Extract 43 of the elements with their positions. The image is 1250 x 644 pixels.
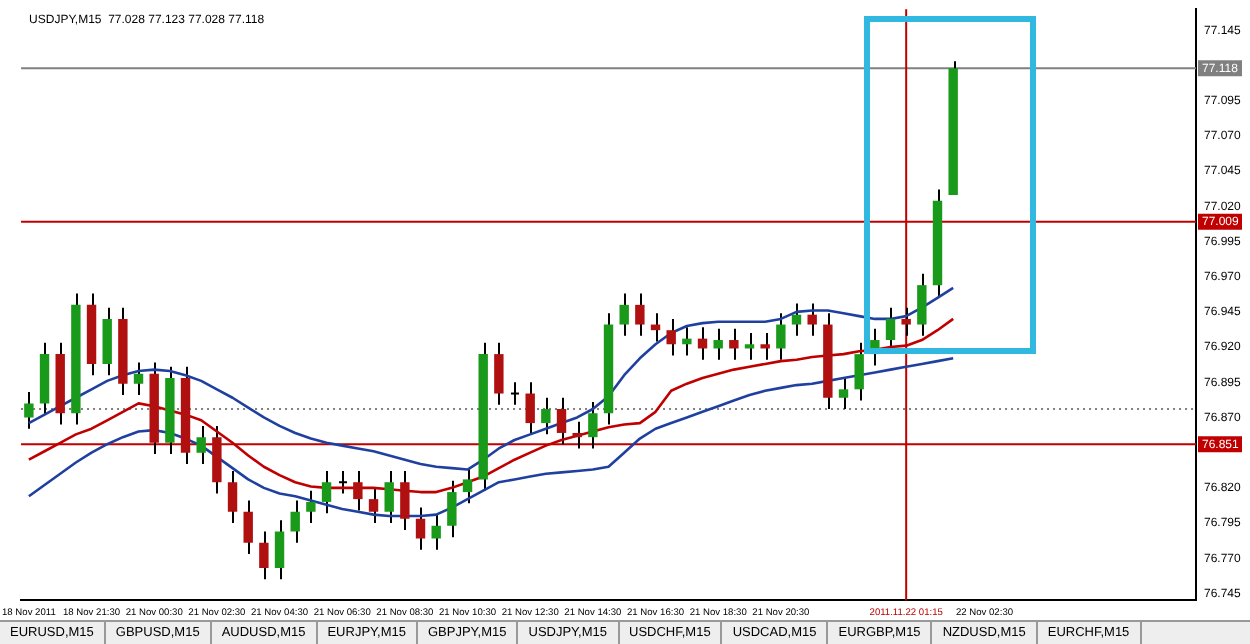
candlestick [807,302,817,337]
candlestick [368,486,379,525]
candlestick [321,469,332,515]
candlestick [102,306,112,377]
candlestick [854,341,864,402]
candlestick [212,424,222,495]
candlestick [572,420,582,450]
candlestick [838,377,849,411]
candlestick [384,469,394,525]
candlestick [338,469,348,495]
candlestick [196,424,206,465]
candlestick [400,469,410,532]
candlestick [635,292,645,337]
candlestick [415,506,426,551]
candlestick [760,332,770,361]
candlestick [588,400,598,450]
candlestick [776,312,786,361]
candlestick [306,489,316,525]
candlestick [274,519,285,581]
candlestick [744,332,755,361]
candlestick [791,302,802,337]
candlestick [713,327,723,361]
candlestick [541,396,551,436]
candlestick [227,469,238,525]
candlestick [666,317,676,357]
candlestick [353,469,363,512]
candlestick [431,513,441,551]
candlestick [682,326,692,357]
candlestick [133,361,144,396]
candlestick [901,306,911,337]
candlestick [525,381,535,436]
candlestick [462,467,473,505]
candlestick [259,530,269,581]
candlestick [619,292,629,337]
candlestick [24,391,34,430]
candlestick [243,499,253,556]
candlestick [494,341,504,406]
candlestick [447,479,457,539]
candlestick [556,396,567,446]
candlestick [510,381,520,406]
candlestick [290,499,300,544]
candlestick [729,327,739,361]
candlestick [917,272,927,337]
